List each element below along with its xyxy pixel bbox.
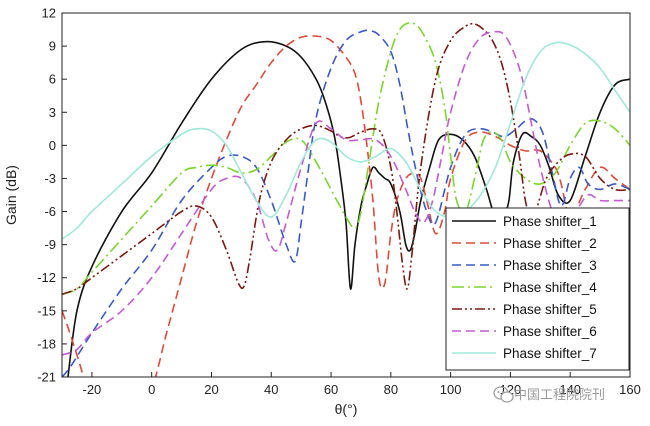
y-tick-label: -18 xyxy=(37,336,56,351)
y-tick-label: -21 xyxy=(37,370,56,385)
x-tick-label: -20 xyxy=(82,382,101,397)
series-line-6 xyxy=(62,30,630,356)
legend: Phase shifter_1 Phase shifter_2 Phase shif… xyxy=(445,207,630,371)
legend-label-1: Phase shifter_1 xyxy=(503,214,597,229)
y-tick-label: -3 xyxy=(44,171,56,186)
legend-label-4: Phase shifter_4 xyxy=(503,280,597,295)
x-tick-label: 20 xyxy=(204,382,218,397)
y-tick-label: -12 xyxy=(37,270,56,285)
series-line-2 xyxy=(62,35,630,377)
x-tick-label: 160 xyxy=(619,382,641,397)
x-tick-label: 0 xyxy=(148,382,155,397)
x-tick-label: 60 xyxy=(324,382,338,397)
y-tick-label: 0 xyxy=(49,138,56,153)
watermark-text: 中国工程院院刊 xyxy=(514,388,605,403)
watermark: 中国工程院院刊 xyxy=(493,386,605,403)
y-tick-label: -15 xyxy=(37,303,56,318)
legend-label-6: Phase shifter_6 xyxy=(503,324,597,339)
series-line-1 xyxy=(67,40,630,377)
x-axis-title: θ(°) xyxy=(335,401,358,417)
legend-box xyxy=(445,207,630,371)
legend-label-5: Phase shifter_5 xyxy=(503,302,597,317)
y-tick-label: 12 xyxy=(42,6,56,21)
y-tick-label: 6 xyxy=(49,72,56,87)
x-tick-label: 140 xyxy=(559,382,581,397)
x-tick-label: 80 xyxy=(384,382,398,397)
y-tick-label: 3 xyxy=(49,105,56,120)
legend-label-2: Phase shifter_2 xyxy=(503,236,597,251)
series-line-4 xyxy=(62,21,630,296)
x-tick-label: 40 xyxy=(264,382,278,397)
legend-label-3: Phase shifter_3 xyxy=(503,258,597,273)
plot-frame xyxy=(61,12,631,378)
y-tick-label: -9 xyxy=(44,237,56,252)
series-group xyxy=(62,21,630,377)
y-tick-label: 9 xyxy=(49,39,56,54)
x-tick-label: 100 xyxy=(440,382,462,397)
y-tick-label: -6 xyxy=(44,204,56,219)
series-line-7 xyxy=(62,41,630,240)
wechat-icon xyxy=(493,386,514,403)
y-axis-title: Gain (dB) xyxy=(3,165,19,225)
legend-label-7: Phase shifter_7 xyxy=(503,346,597,361)
